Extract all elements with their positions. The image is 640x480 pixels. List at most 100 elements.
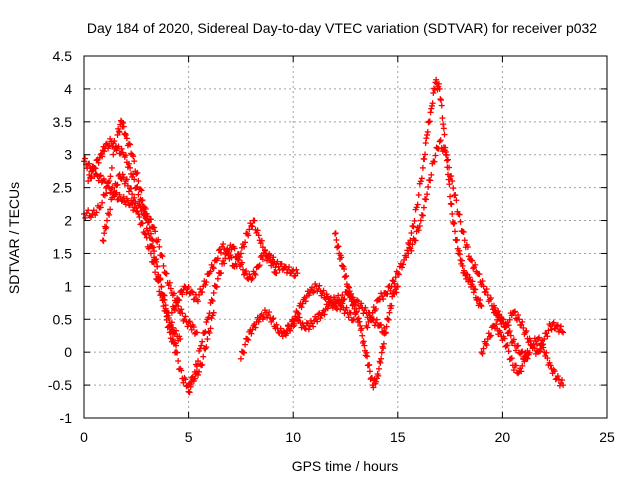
data-point xyxy=(97,204,104,211)
data-point xyxy=(151,224,158,231)
data-point xyxy=(508,312,515,319)
data-point xyxy=(138,187,145,194)
data-point xyxy=(505,348,512,355)
data-point xyxy=(380,345,387,352)
data-point xyxy=(355,298,362,305)
data-point xyxy=(168,309,175,316)
x-tick-label: 15 xyxy=(390,429,406,445)
data-point xyxy=(199,361,206,368)
data-point xyxy=(421,151,428,158)
data-point xyxy=(291,322,298,329)
data-point xyxy=(557,323,564,330)
data-point xyxy=(246,226,253,233)
data-point xyxy=(353,308,360,315)
data-point xyxy=(138,197,145,204)
data-point xyxy=(394,283,401,290)
data-point xyxy=(508,355,515,362)
data-point xyxy=(422,140,429,147)
data-point xyxy=(159,253,166,260)
data-point xyxy=(468,257,475,264)
data-point xyxy=(400,261,407,268)
data-point xyxy=(435,80,442,87)
data-point xyxy=(327,297,334,304)
data-point xyxy=(209,298,216,305)
data-point xyxy=(133,184,140,191)
data-point xyxy=(97,172,104,179)
data-point xyxy=(190,375,197,382)
data-point xyxy=(109,194,116,201)
data-point xyxy=(411,217,418,224)
data-point xyxy=(445,176,452,183)
data-point xyxy=(109,143,116,150)
data-point xyxy=(436,85,443,92)
data-point xyxy=(214,275,221,282)
data-point xyxy=(160,262,167,269)
data-point xyxy=(173,327,180,334)
data-point xyxy=(384,290,391,297)
points-layer xyxy=(81,76,567,396)
data-point xyxy=(447,200,454,207)
chart-title: Day 184 of 2020, Sidereal Day-to-day VTE… xyxy=(87,20,597,36)
data-point xyxy=(270,260,277,267)
data-point xyxy=(175,303,182,310)
data-point xyxy=(92,165,99,172)
data-point xyxy=(505,322,512,329)
data-point xyxy=(115,143,122,150)
data-point xyxy=(130,153,137,160)
data-point xyxy=(540,341,547,348)
ticks-layer: 0 5 10 15 20 25 -1 -0.5 0 0.5 1 1.5 2 2.5 3 3.5 4 4.5 xyxy=(48,48,615,445)
data-point xyxy=(348,290,355,297)
data-point xyxy=(249,275,256,282)
data-point xyxy=(332,230,339,237)
data-point xyxy=(87,214,94,221)
data-point xyxy=(201,330,208,337)
x-axis-label: GPS time / hours xyxy=(292,458,399,474)
data-point xyxy=(143,234,150,241)
data-point xyxy=(329,301,336,308)
y-tick-label: 3 xyxy=(64,147,72,163)
data-point xyxy=(146,243,153,250)
data-point xyxy=(235,257,242,264)
y-tick-label: 1.5 xyxy=(53,245,73,261)
data-point xyxy=(222,255,229,262)
data-point xyxy=(207,325,214,332)
data-point xyxy=(423,196,430,203)
data-point xyxy=(142,231,149,238)
data-point xyxy=(359,332,366,339)
data-point xyxy=(135,178,142,185)
data-point xyxy=(141,230,148,237)
data-point xyxy=(208,296,215,303)
data-point xyxy=(185,319,192,326)
data-point xyxy=(99,153,106,160)
data-point xyxy=(178,306,185,313)
data-point xyxy=(243,268,250,275)
data-point xyxy=(119,171,126,178)
data-point xyxy=(456,211,463,218)
data-point xyxy=(189,376,196,383)
data-point xyxy=(537,348,544,355)
data-point xyxy=(486,333,493,340)
data-point xyxy=(178,367,185,374)
data-point xyxy=(266,252,273,259)
data-point xyxy=(510,309,517,316)
data-point xyxy=(450,185,457,192)
data-point xyxy=(375,372,382,379)
data-point xyxy=(174,349,181,356)
data-point xyxy=(185,284,192,291)
data-point xyxy=(544,333,551,340)
data-point xyxy=(391,280,398,287)
data-point xyxy=(423,135,430,142)
data-point xyxy=(186,318,193,325)
data-point xyxy=(414,201,421,208)
data-point xyxy=(221,260,228,267)
data-point xyxy=(479,278,486,285)
data-point xyxy=(551,368,558,375)
data-point xyxy=(117,175,124,182)
data-point xyxy=(131,176,138,183)
data-point xyxy=(379,293,386,300)
data-point xyxy=(477,302,484,309)
data-point xyxy=(193,363,200,370)
data-point xyxy=(134,183,141,190)
data-point xyxy=(248,330,255,337)
